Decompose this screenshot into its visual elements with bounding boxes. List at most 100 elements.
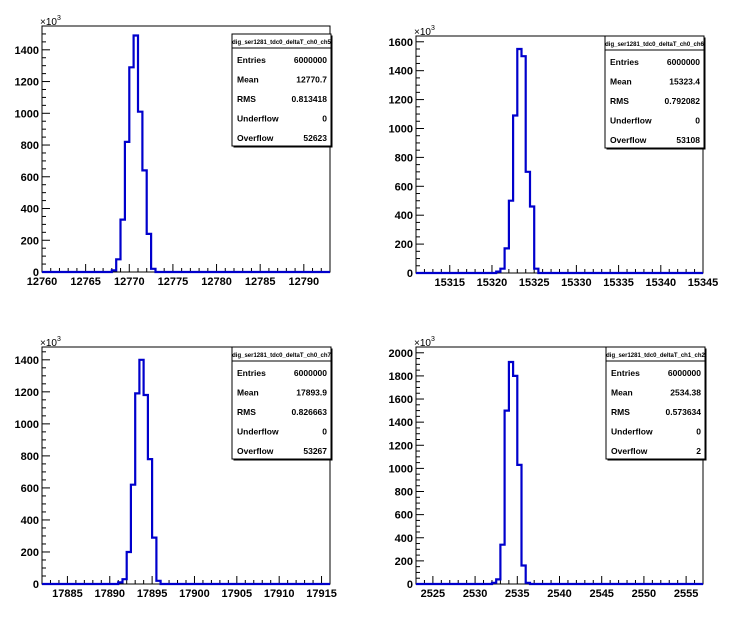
y-tick-label: 400 xyxy=(395,210,413,222)
y-tick-label: 400 xyxy=(395,533,413,545)
x-tick-label: 15325 xyxy=(519,277,550,289)
x-tick-label: 15335 xyxy=(603,277,634,289)
x-tick-label: 17885 xyxy=(52,588,83,600)
y-tick-label: 800 xyxy=(21,140,39,152)
stats-value-rms: 0.573634 xyxy=(666,407,702,417)
stats-title: dig_ser1281_tdc0_deltaT_ch0_ch7 xyxy=(232,353,331,359)
stats-value-underflow: 0 xyxy=(696,427,701,437)
x-tick-label: 2525 xyxy=(421,588,445,600)
stats-value-underflow: 0 xyxy=(322,114,327,124)
y-exponent-label: ×103 xyxy=(40,336,61,349)
y-tick-label: 1400 xyxy=(15,45,39,57)
y-exponent-power: 3 xyxy=(57,336,61,343)
y-tick-label: 200 xyxy=(21,547,39,559)
x-tick-label: 17910 xyxy=(264,588,295,600)
y-tick-label: 200 xyxy=(21,235,39,247)
y-tick-label: 1400 xyxy=(389,417,413,429)
x-tick-label: 12785 xyxy=(245,276,276,288)
y-exponent-label: ×103 xyxy=(40,15,61,28)
x-tick-label: 2535 xyxy=(505,588,529,600)
stats-value-mean: 12770.7 xyxy=(296,75,327,85)
y-tick-label: 1600 xyxy=(389,394,413,406)
y-tick-label: 600 xyxy=(21,483,39,495)
stats-value-rms: 0.792082 xyxy=(665,96,701,106)
x-tick-label: 15340 xyxy=(645,277,676,289)
y-exponent-base: ×10 xyxy=(40,338,57,349)
y-tick-label: 1200 xyxy=(15,387,39,399)
x-tick-label: 12780 xyxy=(201,276,232,288)
stats-label-rms: RMS xyxy=(610,96,629,106)
y-tick-label: 1000 xyxy=(15,108,39,120)
y-tick-label: 1200 xyxy=(389,440,413,452)
y-tick-label: 600 xyxy=(395,510,413,522)
y-tick-label: 200 xyxy=(395,239,413,251)
stats-value-mean: 2534.38 xyxy=(670,388,701,398)
stats-value-overflow: 53108 xyxy=(676,135,700,145)
histogram-series xyxy=(416,47,703,275)
y-exponent-base: ×10 xyxy=(414,338,431,349)
stats-label-mean: Mean xyxy=(610,77,632,87)
x-tick-label: 17915 xyxy=(306,588,337,600)
stats-label-mean: Mean xyxy=(237,388,259,398)
histogram-panel: 0 200 400 600 800 1000 1200 1400 12760 12765 12770… xyxy=(15,15,333,288)
stats-value-entries: 6000000 xyxy=(668,368,701,378)
stats-label-overflow: Overflow xyxy=(610,135,647,145)
stats-title: dig_ser1281_tdc0_deltaT_ch0_ch6 xyxy=(605,42,704,48)
y-tick-label: 1400 xyxy=(15,355,39,367)
y-tick-label: 0 xyxy=(407,579,413,591)
stats-title: dig_ser1281_tdc0_deltaT_ch0_ch5 xyxy=(232,40,331,46)
histogram-panel: 0 200 400 600 800 1000 1200 1400 17885 17890 17895… xyxy=(15,336,337,600)
histogram-series xyxy=(416,360,703,586)
stats-label-underflow: Underflow xyxy=(237,114,279,124)
stats-value-entries: 6000000 xyxy=(667,57,700,67)
stats-label-rms: RMS xyxy=(237,407,256,417)
x-tick-label: 12770 xyxy=(114,276,145,288)
x-tick-label: 17890 xyxy=(94,588,125,600)
stats-value-mean: 17893.9 xyxy=(296,388,327,398)
y-tick-label: 1800 xyxy=(389,371,413,383)
y-exponent-label: ×103 xyxy=(414,336,435,349)
histogram-series xyxy=(42,34,330,274)
x-tick-label: 15345 xyxy=(688,277,719,289)
stats-label-overflow: Overflow xyxy=(237,133,274,143)
stats-value-rms: 0.826663 xyxy=(292,407,328,417)
x-tick-label: 2555 xyxy=(674,588,698,600)
y-exponent-base: ×10 xyxy=(40,17,57,28)
stats-box xyxy=(604,35,705,149)
y-tick-label: 800 xyxy=(395,152,413,164)
y-tick-label: 1000 xyxy=(389,123,413,135)
stats-value-entries: 6000000 xyxy=(294,55,327,65)
stats-box xyxy=(231,33,332,147)
histogram-series xyxy=(42,358,330,586)
y-exponent-power: 3 xyxy=(57,15,61,22)
stats-label-entries: Entries xyxy=(611,368,640,378)
y-tick-label: 600 xyxy=(21,172,39,184)
y-tick-label: 1000 xyxy=(15,419,39,431)
stats-label-entries: Entries xyxy=(610,57,639,67)
stats-value-overflow: 53267 xyxy=(303,446,327,456)
y-tick-label: 1200 xyxy=(15,77,39,89)
stats-value-underflow: 0 xyxy=(322,427,327,437)
stats-label-underflow: Underflow xyxy=(611,427,653,437)
x-tick-label: 2540 xyxy=(547,588,571,600)
y-exponent-power: 3 xyxy=(431,25,435,32)
stats-label-underflow: Underflow xyxy=(610,116,652,126)
stats-label-mean: Mean xyxy=(611,388,633,398)
x-tick-label: 12790 xyxy=(289,276,320,288)
y-tick-label: 1400 xyxy=(389,66,413,78)
y-tick-label: 2000 xyxy=(389,348,413,360)
y-tick-label: 600 xyxy=(395,181,413,193)
y-tick-label: 0 xyxy=(407,268,413,280)
stats-title: dig_ser1281_tdc0_deltaT_ch1_ch2 xyxy=(606,353,705,359)
stats-label-rms: RMS xyxy=(611,407,630,417)
y-exponent-base: ×10 xyxy=(414,27,431,38)
stats-box xyxy=(231,346,332,460)
y-tick-label: 400 xyxy=(21,515,39,527)
x-tick-label: 15320 xyxy=(477,277,508,289)
x-tick-label: 15315 xyxy=(434,277,465,289)
y-tick-label: 400 xyxy=(21,204,39,216)
stats-value-overflow: 52623 xyxy=(303,133,327,143)
x-tick-label: 15330 xyxy=(561,277,592,289)
y-tick-label: 1200 xyxy=(389,95,413,107)
